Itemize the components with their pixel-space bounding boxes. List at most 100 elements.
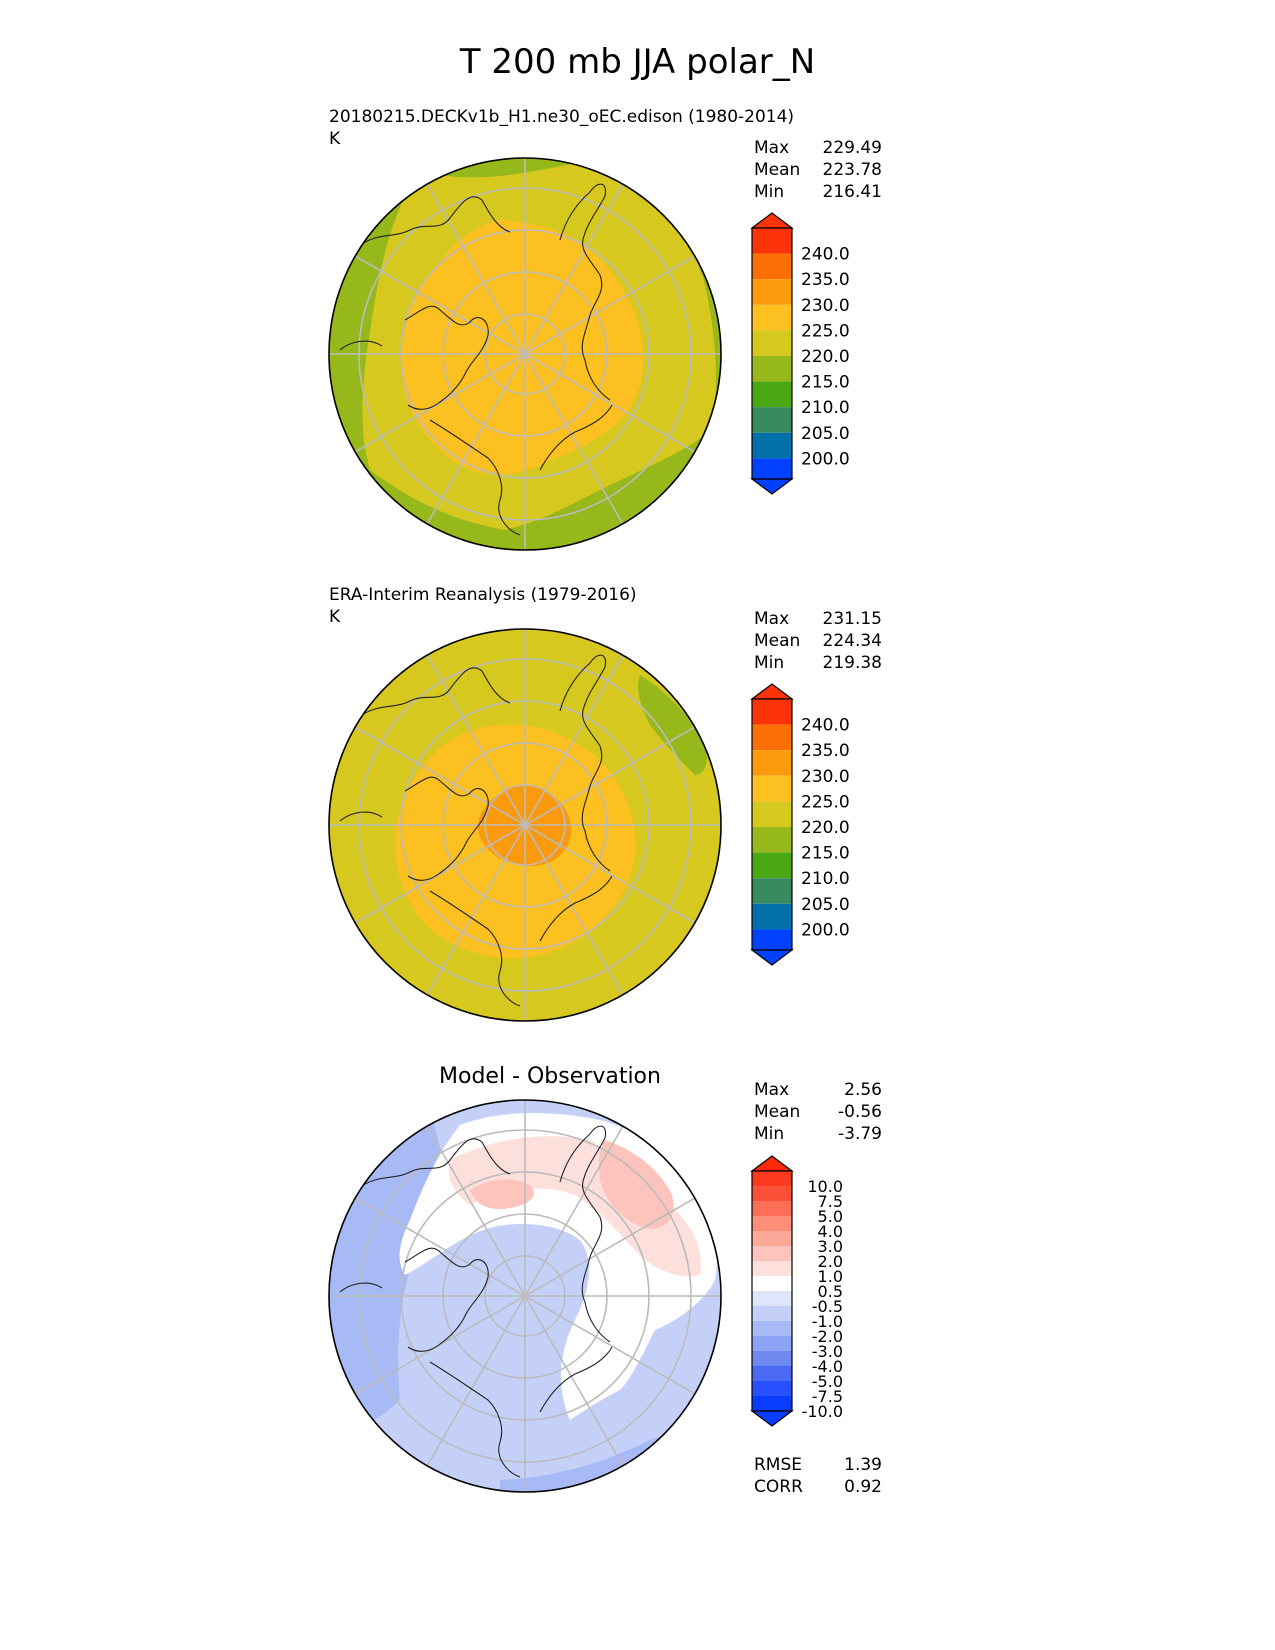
colorbar-frame — [751, 1170, 793, 1412]
colorbar-tick: 205.0 — [801, 895, 850, 915]
colorbar-tick: 4.0 — [818, 1222, 843, 1241]
colorbar-swatch — [752, 929, 792, 950]
stat-label: Mean — [754, 631, 801, 651]
colorbar-tick: 220.0 — [801, 818, 850, 838]
colorbar-swatch — [752, 1186, 792, 1201]
colorbar-extend-max — [750, 683, 794, 700]
colorbar-tick: 235.0 — [801, 270, 850, 290]
colorbar-extend-min — [750, 949, 794, 966]
panel2-colorbar: 240.0 235.0 230.0 225.0 220.0 215.0 210.… — [750, 683, 850, 966]
colorbar-swatch — [752, 1231, 792, 1246]
colorbar-swatch — [752, 228, 792, 254]
field-region — [598, 1140, 674, 1229]
panel2-stats: Max 231.15 Mean 224.34 Min 219.38 — [754, 608, 882, 674]
panel1-map-border — [328, 157, 722, 551]
colorbar-tick: 240.0 — [801, 245, 850, 265]
colorbar-tick: 5.0 — [818, 1207, 843, 1226]
colorbar-swatch — [752, 1261, 792, 1276]
colorbar-extend-max — [750, 212, 794, 229]
panel2-units: K — [329, 607, 341, 627]
colorbar-tick: -2.0 — [812, 1327, 843, 1346]
colorbar-swatch — [752, 878, 792, 904]
colorbar-swatch — [752, 1171, 792, 1186]
colorbar-swatch — [752, 699, 792, 725]
colorbar-swatch — [752, 304, 792, 331]
stat-label: Min — [754, 1124, 785, 1144]
colorbar-tick: 205.0 — [801, 424, 850, 444]
stat-value: 2.56 — [844, 1080, 882, 1100]
colorbar-frame — [751, 698, 793, 951]
colorbar-tick: 230.0 — [801, 767, 850, 787]
colorbar-tick: 1.0 — [818, 1267, 843, 1286]
panel2-title: ERA-Interim Reanalysis (1979-2016) — [329, 585, 637, 605]
colorbar-tick: -3.0 — [812, 1342, 843, 1361]
metric-value: 0.92 — [844, 1477, 882, 1497]
colorbar-tick: 225.0 — [801, 792, 850, 812]
colorbar-tick: 210.0 — [801, 398, 850, 418]
colorbar-tick: 200.0 — [801, 449, 850, 469]
stat-value: 229.49 — [822, 138, 882, 158]
colorbar-tick: -4.0 — [812, 1357, 843, 1376]
colorbar-tick: 0.5 — [818, 1282, 843, 1301]
colorbar-swatch — [752, 1336, 792, 1351]
colorbar-swatch — [752, 775, 792, 802]
colorbar-swatch — [752, 827, 792, 853]
colorbar-swatch — [752, 801, 792, 827]
stat-value: 219.38 — [822, 653, 882, 673]
stat-label: Min — [754, 182, 785, 202]
colorbar-tick: 7.5 — [818, 1192, 843, 1211]
panel1-title: 20180215.DECKv1b_H1.ne30_oEC.edison (198… — [329, 107, 795, 127]
field-region — [638, 675, 707, 775]
panel2-coastlines — [339, 654, 613, 1007]
panel2-map-border — [328, 628, 722, 1022]
colorbar-swatch — [752, 903, 792, 930]
stat-label: Max — [754, 1080, 790, 1100]
stat-value: 231.15 — [822, 609, 882, 629]
panel1-units: K — [329, 129, 341, 149]
colorbar-tick: -0.5 — [812, 1297, 843, 1316]
panel1-colorbar: 240.0 235.0 230.0 225.0 220.0 215.0 210.… — [750, 212, 850, 495]
colorbar-tick: 210.0 — [801, 869, 850, 889]
colorbar-tick: -5.0 — [812, 1372, 843, 1391]
panel1-stats: Max 229.49 Mean 223.78 Min 216.41 — [754, 137, 882, 203]
panel3-map-border — [328, 1099, 722, 1493]
colorbar-swatch — [752, 356, 792, 382]
panel3-graticule — [329, 1100, 721, 1492]
colorbar-swatch — [752, 279, 792, 305]
colorbar-swatch — [752, 458, 792, 479]
colorbar-swatch — [752, 1396, 792, 1411]
colorbar-swatch — [752, 1321, 792, 1336]
colorbar-tick: 230.0 — [801, 296, 850, 316]
colorbar-swatch — [752, 1351, 792, 1366]
stat-value: 224.34 — [822, 631, 882, 651]
stat-label: Mean — [754, 1102, 801, 1122]
panel3-stats: Max 2.56 Mean -0.56 Min -3.79 — [754, 1079, 882, 1145]
colorbar-tick: 235.0 — [801, 741, 850, 761]
colorbar-swatch — [752, 1291, 792, 1306]
colorbar-swatch — [752, 253, 792, 280]
colorbar-extend-min — [750, 478, 794, 495]
field-region — [448, 1136, 701, 1277]
panel3-title: Model - Observation — [439, 1064, 661, 1089]
panel1-graticule — [329, 158, 721, 550]
colorbar-swatch — [752, 724, 792, 751]
colorbar-swatch — [752, 407, 792, 433]
colorbar-tick: -7.5 — [812, 1387, 843, 1406]
colorbar-tick: 220.0 — [801, 347, 850, 367]
colorbar-swatch — [752, 330, 792, 356]
colorbar-swatch — [752, 852, 792, 879]
stat-label: Max — [754, 138, 790, 158]
metric-value: 1.39 — [844, 1455, 882, 1475]
stat-value: -0.56 — [838, 1102, 882, 1122]
stat-label: Min — [754, 653, 785, 673]
colorbar-swatch — [752, 1381, 792, 1396]
colorbar-tick: -10.0 — [802, 1402, 843, 1421]
colorbar-swatch — [752, 1201, 792, 1216]
colorbar-extend-max — [750, 1155, 794, 1172]
colorbar-tick: 225.0 — [801, 321, 850, 341]
stat-label: Max — [754, 609, 790, 629]
colorbar-frame — [751, 227, 793, 480]
panel3-metrics: RMSE 1.39 CORR 0.92 — [754, 1454, 882, 1498]
colorbar-tick: 215.0 — [801, 373, 850, 393]
